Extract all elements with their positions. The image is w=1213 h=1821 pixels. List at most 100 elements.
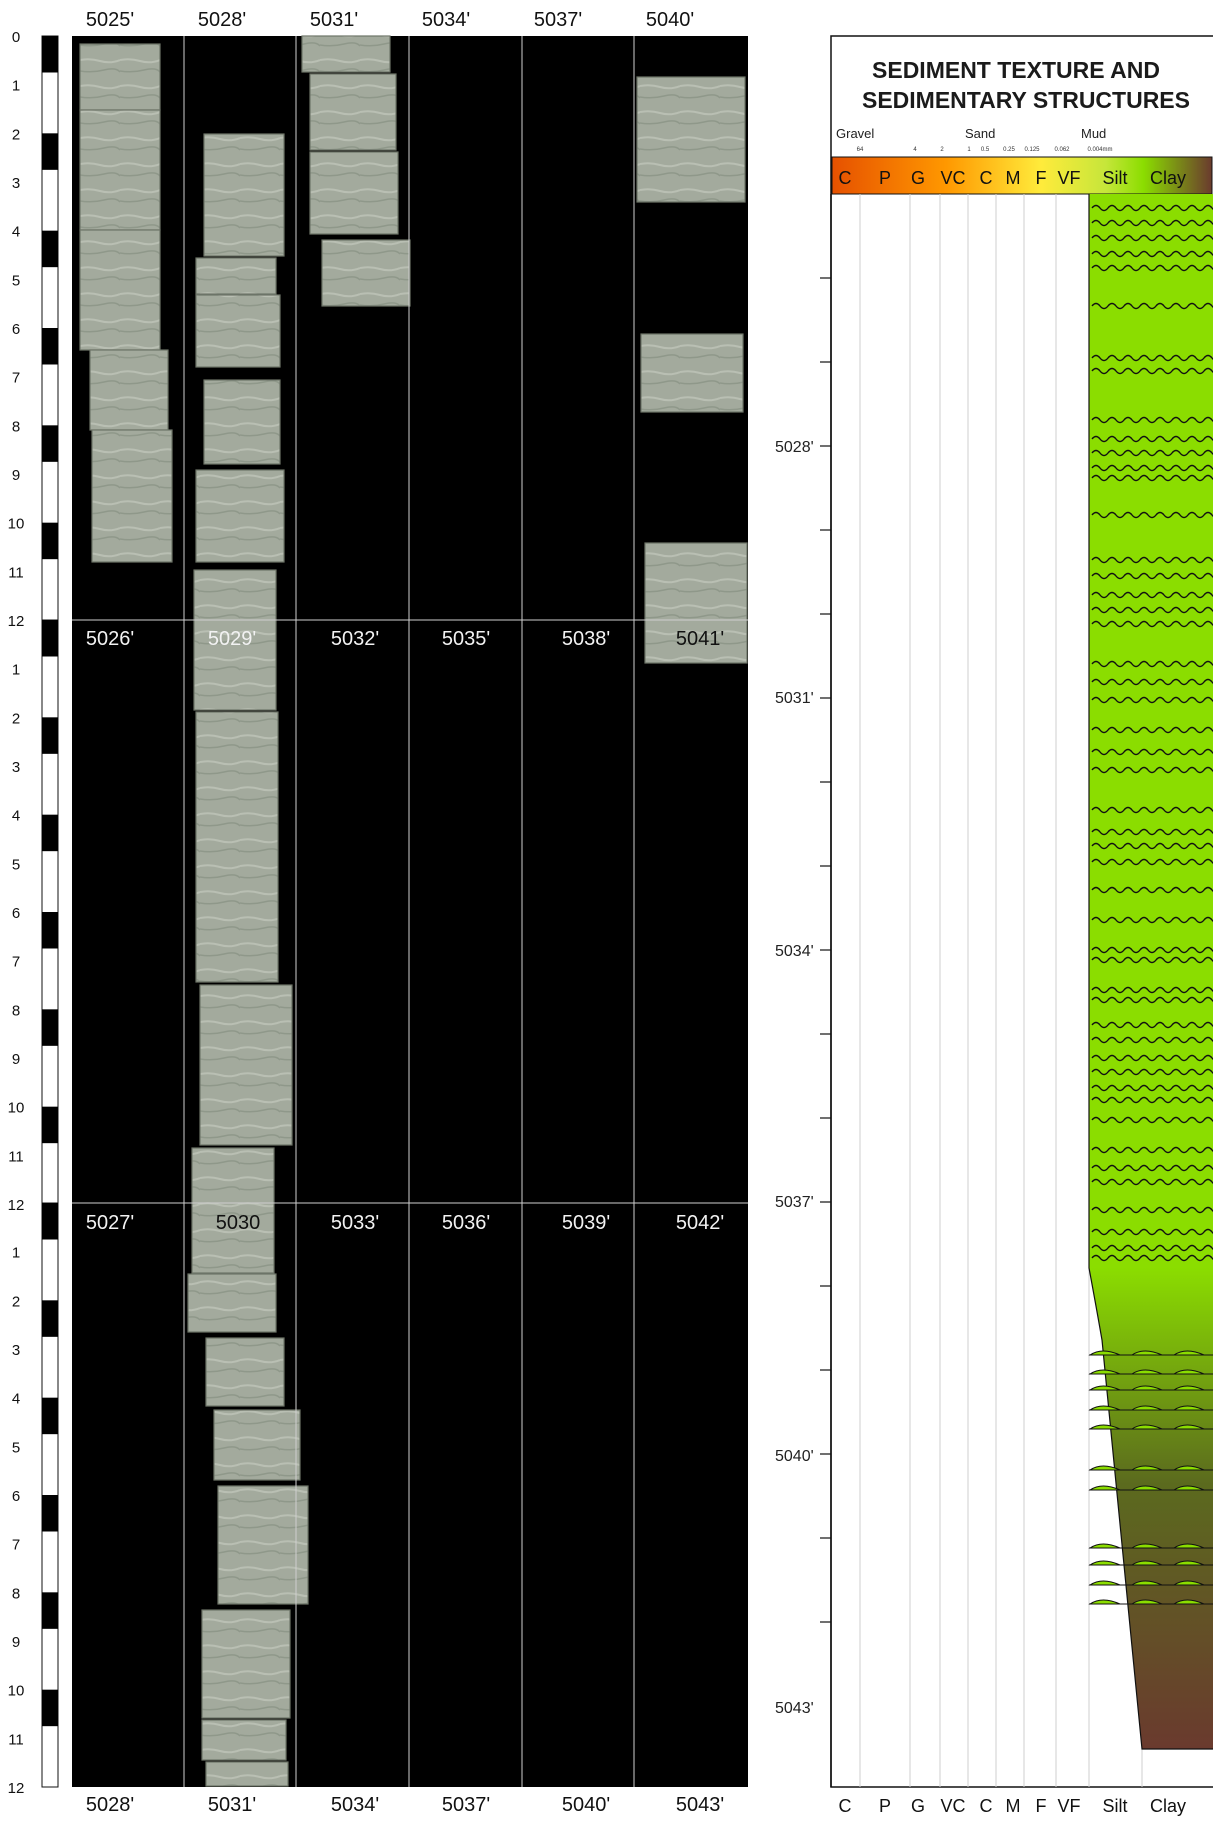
scale-label: 1 [12, 1245, 20, 1262]
scale-block [42, 522, 58, 560]
scale-block [42, 1106, 58, 1144]
depth-label: 5032' [331, 628, 379, 650]
wavy-lamina [1091, 250, 1213, 258]
wavy-lamination-symbols [1091, 204, 1213, 1262]
depth-label: 5031' [310, 9, 358, 31]
sand-lens [1088, 1385, 1121, 1391]
grain-size-color-bar [831, 156, 1213, 195]
core-piece [195, 469, 285, 563]
core-piece [79, 109, 161, 231]
scale-label: 7 [12, 370, 20, 387]
wavy-lamina [1091, 1254, 1213, 1262]
sand-lens [1130, 1465, 1163, 1471]
core-piece [309, 73, 397, 151]
sand-lens [1172, 1485, 1205, 1491]
sand-lens [1172, 1580, 1205, 1586]
scale-block [42, 425, 58, 462]
scale-block [42, 912, 58, 949]
grain-class-label: VC [940, 1796, 965, 1816]
wavy-lamina [1091, 464, 1213, 472]
sand-lens [1088, 1599, 1121, 1605]
scale-label: 3 [12, 1342, 20, 1359]
depth-label: 5027' [86, 1212, 134, 1234]
wavy-lamina [1091, 748, 1213, 756]
scale-label: 6 [12, 905, 20, 922]
grain-class-label: M [1006, 168, 1021, 188]
sand-lens [1172, 1369, 1205, 1375]
wavy-lamina [1091, 204, 1213, 212]
wavy-lamina [1091, 620, 1213, 628]
sand-lens [1088, 1465, 1121, 1471]
core-piece [79, 229, 161, 351]
core-piece [205, 1761, 289, 1787]
sand-lens [1088, 1485, 1121, 1491]
depth-label: 5035' [442, 628, 490, 650]
depth-label: 5043' [676, 1794, 724, 1816]
sand-label: Sand [965, 126, 995, 141]
core-piece [187, 1273, 277, 1333]
scale-label: 3 [12, 175, 20, 192]
sand-lens [1088, 1424, 1121, 1430]
scale-label: 6 [12, 1488, 20, 1505]
wavy-lamina [1091, 302, 1213, 310]
wavy-lamina [1091, 1228, 1213, 1236]
inch-scale-bar: 0123456789101112123456789101112123456789… [8, 29, 59, 1797]
core-piece [203, 379, 281, 465]
scale-block [42, 1009, 58, 1046]
depth-label: 5040' [646, 9, 694, 31]
sand-lens [1088, 1580, 1121, 1586]
sand-lens [1130, 1580, 1163, 1586]
scale-label: 11 [8, 564, 24, 581]
mm-label: 0.25 [1003, 147, 1015, 153]
log-title-line2: SEDIMENTARY STRUCTURES [862, 87, 1190, 113]
lithology-boundary [1088, 194, 1213, 1750]
depth-label: 5037' [442, 1794, 490, 1816]
core-piece [201, 1609, 291, 1719]
core-piece [193, 569, 277, 711]
wavy-lamina [1091, 806, 1213, 814]
wavy-lamina [1091, 1178, 1213, 1186]
wavy-lamina [1091, 572, 1213, 580]
depth-label: 5037' [534, 9, 582, 31]
wavy-lamina [1091, 367, 1213, 375]
sand-lens [1130, 1405, 1163, 1411]
grain-class-header-labels: C P G VC C M F VF Silt Clay [839, 168, 1187, 188]
scale-label: 10 [8, 1100, 25, 1117]
core-piece [201, 1719, 287, 1761]
depth-label: 5026' [86, 628, 134, 650]
row2-depth-labels: 5026' 5029' 5032' 5035' 5038' 5041' [86, 628, 724, 650]
core-piece [191, 1147, 275, 1274]
grain-class-group-labels: Gravel Sand Mud [836, 126, 1106, 141]
wavy-lamina [1091, 828, 1213, 836]
depth-label: 5030 [216, 1212, 261, 1234]
sand-lens [1130, 1350, 1163, 1356]
depth-label: 5040' [562, 1794, 610, 1816]
wavy-lamina [1091, 1021, 1213, 1029]
sand-lens [1130, 1424, 1163, 1430]
depth-label: 5028' [86, 1794, 134, 1816]
wavy-lamina [1091, 264, 1213, 272]
grain-class-label: Clay [1150, 1796, 1186, 1816]
grain-class-label: VF [1057, 1796, 1080, 1816]
core-piece [89, 349, 169, 431]
mm-label: 1 [967, 147, 971, 153]
grain-class-footer-labels: C P G VC C M F VF Silt Clay [839, 1796, 1187, 1816]
mm-label: 0.062 [1054, 147, 1070, 153]
core-piece [195, 711, 279, 983]
core-piece [644, 542, 748, 664]
sand-lens [1172, 1405, 1205, 1411]
grain-class-label: VF [1057, 168, 1080, 188]
log-title-line1: SEDIMENT TEXTURE AND [872, 57, 1160, 83]
wavy-lamina [1091, 1146, 1213, 1154]
bottom-depth-labels: 5028' 5031' 5034' 5037' 5040' 5043' [86, 1794, 724, 1816]
depth-label: 5034' [331, 1794, 379, 1816]
sand-lens [1172, 1465, 1205, 1471]
sand-lens [1088, 1369, 1121, 1375]
scale-label: 0 [12, 29, 20, 46]
core-photo-panel: 5025' 5028' 5031' 5034' 5037' 5040' 5026… [8, 9, 748, 1816]
wavy-lamina [1091, 996, 1213, 1004]
core-piece [213, 1409, 301, 1481]
core-piece [321, 239, 411, 307]
scale-block [42, 1203, 58, 1240]
mm-label: 2 [940, 147, 944, 153]
